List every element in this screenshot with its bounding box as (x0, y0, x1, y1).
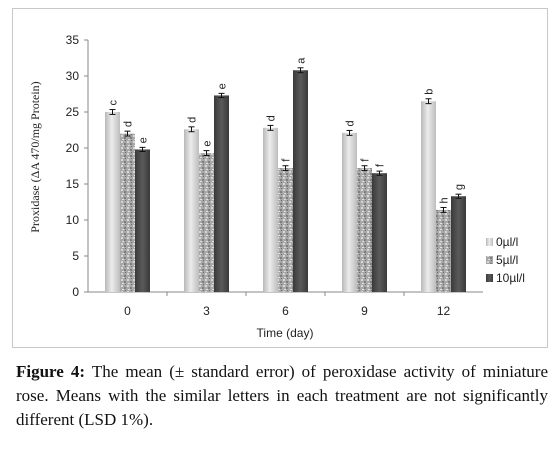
x-axis-title: Time (day) (257, 326, 314, 340)
figure-caption: Figure 4: The mean (± standard error) of… (16, 360, 548, 432)
significance-letter: e (202, 140, 214, 146)
y-tick-label: 15 (66, 177, 80, 191)
bar (436, 209, 451, 292)
bar (263, 127, 278, 292)
significance-letter: d (345, 120, 357, 126)
x-tick-label: 3 (203, 304, 210, 318)
y-tick-label: 25 (66, 105, 80, 119)
significance-letter: f (375, 163, 387, 167)
bar (293, 70, 308, 292)
bar (357, 168, 372, 292)
significance-letter: d (187, 117, 199, 123)
significance-letter: d (123, 121, 135, 127)
x-tick-label: 0 (124, 304, 131, 318)
bar (451, 196, 466, 292)
bar (120, 133, 135, 292)
significance-letter: f (360, 158, 372, 162)
legend-swatch (486, 256, 493, 264)
legend-swatch (486, 274, 493, 282)
significance-letter: d (266, 115, 278, 121)
bar (372, 173, 387, 292)
legend-swatch (486, 238, 493, 246)
significance-letter: f (281, 158, 293, 162)
legend: 0µl/l 5µl/l 10µl/l (486, 235, 525, 285)
chart-frame: 0 5 10 15 20 25 30 35 0 c d e 3 d e e 6 d f a 9 d f f 12 b h g Prox… (12, 8, 548, 348)
significance-letter: h (439, 197, 451, 203)
significance-letter: e (138, 137, 150, 143)
caption-text: The mean (± standard error) of peroxidas… (16, 362, 548, 429)
x-tick-label: 12 (437, 304, 451, 318)
bar (184, 129, 199, 292)
y-tick-label: 20 (66, 141, 80, 155)
significance-letter: a (296, 57, 308, 64)
bar (214, 95, 229, 292)
significance-letter: e (217, 83, 229, 89)
y-tick-label: 0 (72, 285, 79, 299)
significance-letter: g (454, 184, 466, 190)
y-tick-label: 10 (66, 213, 80, 227)
bar (421, 101, 436, 292)
bar (278, 168, 293, 292)
significance-letter: c (108, 100, 120, 106)
bar (342, 132, 357, 292)
legend-label: 0µl/l (496, 235, 518, 249)
y-tick-label: 35 (66, 33, 80, 47)
bar (199, 153, 214, 292)
legend-label: 5µl/l (496, 253, 518, 267)
y-tick-label: 5 (72, 249, 79, 263)
x-tick-label: 6 (282, 304, 289, 318)
caption-label: Figure 4: (16, 362, 86, 381)
y-axis-title: Proxidase (ΔA 470/mg Protein) (28, 81, 42, 232)
x-tick-label: 9 (361, 304, 368, 318)
y-tick-label: 30 (66, 69, 80, 83)
significance-letter: b (424, 89, 436, 95)
bar (105, 112, 120, 292)
bar (135, 149, 150, 292)
legend-label: 10µl/l (496, 271, 525, 285)
